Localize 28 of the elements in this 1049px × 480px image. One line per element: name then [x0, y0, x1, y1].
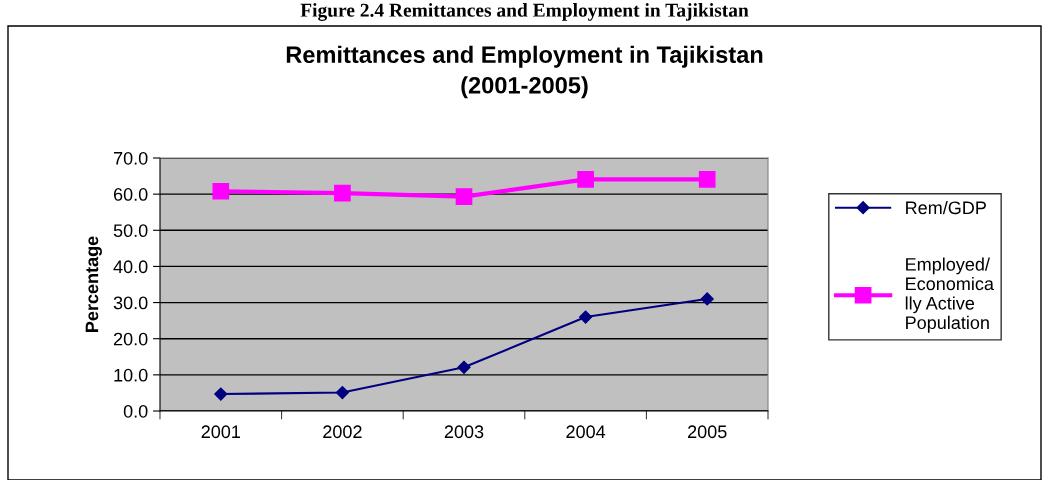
x-tick-label: 2001 [201, 425, 240, 439]
x-tick-label: 2002 [323, 425, 362, 439]
y-axis-title: Percentage [85, 236, 102, 332]
point [698, 170, 716, 188]
y-tick-label: 70.0 [113, 151, 148, 165]
y-tick-label: 30.0 [113, 296, 148, 310]
point [212, 182, 230, 200]
x-tick-label: 2005 [688, 425, 727, 439]
legend-label: Employed/ Economica lly Active Population [905, 257, 994, 333]
y-tick-label: 60.0 [113, 188, 148, 201]
chart-title: Remittances and Employment in Tajikistan (2001-2005) [286, 45, 763, 99]
y-tick-label: 40.0 [113, 260, 148, 274]
point [455, 188, 473, 206]
point [579, 310, 593, 324]
point [700, 292, 714, 306]
caption: Figure 2.4 Remittances and Employment in Tajikistan [300, 3, 749, 21]
y-tick-label: 20.0 [113, 332, 148, 346]
point [577, 170, 594, 188]
x-tick-label: 2003 [444, 425, 484, 439]
x-tick-label: 2004 [566, 425, 606, 439]
y-tick-label: 50.0 [113, 224, 148, 238]
point [457, 360, 471, 374]
point [335, 385, 349, 400]
point [334, 184, 351, 202]
y-tick-label: 10.0 [114, 368, 148, 382]
legend-label: Rem/GDP [906, 200, 986, 215]
point [214, 387, 228, 401]
y-tick-label: 0.0 [123, 404, 148, 418]
